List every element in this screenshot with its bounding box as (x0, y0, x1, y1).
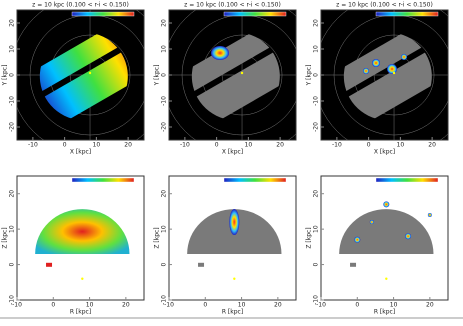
y-tick-label: 0 (161, 73, 168, 77)
x-tick-label: 0 (203, 302, 207, 309)
survey-patch (46, 263, 52, 267)
y-tick-label: 20 (313, 190, 320, 198)
x-tick-label: 10 (86, 302, 94, 309)
x-axis-label: R [kpc] (70, 309, 91, 316)
x-axis-label: X [kpc] (70, 149, 91, 156)
y-tick-label: -10 (9, 295, 16, 305)
y-tick-label: 10 (313, 45, 320, 53)
density-blob (372, 59, 380, 67)
sun (393, 72, 395, 74)
x-axis-label: X [kpc] (222, 149, 243, 156)
x-tick-label: 20 (124, 142, 132, 149)
y-tick-label: 20 (9, 19, 16, 27)
density-blob (401, 54, 407, 60)
y-tick-label: 0 (161, 262, 168, 266)
y-tick-label: -10 (9, 96, 16, 106)
x-tick-label: 20 (426, 302, 434, 309)
density-blob (354, 237, 360, 243)
y-tick-label: 20 (9, 190, 16, 198)
y-tick-label: -10 (313, 295, 320, 305)
density-blob (370, 220, 374, 224)
sun (81, 278, 83, 280)
sun (233, 278, 235, 280)
colorbar (224, 12, 286, 16)
y-tick-label: -20 (161, 122, 168, 132)
y-axis-label: Y [kpc] (306, 65, 313, 87)
density-blob (211, 46, 229, 60)
colorbar (224, 178, 286, 182)
x-tick-label: 0 (215, 142, 219, 149)
x-tick-label: 0 (355, 302, 359, 309)
density-blob (428, 213, 432, 217)
y-tick-label: 0 (9, 73, 16, 77)
y-tick-label: 0 (313, 73, 320, 77)
y-tick-label: -20 (9, 122, 16, 132)
y-tick-label: -20 (313, 122, 320, 132)
x-tick-label: 20 (428, 142, 436, 149)
survey-patch (198, 263, 204, 267)
density-blob (363, 68, 369, 74)
y-tick-label: -10 (161, 96, 168, 106)
panel-title: z = 10 kpc (0.100 < r-i < 0.150) (336, 2, 433, 9)
y-tick-label: 20 (161, 19, 168, 27)
y-axis-label: Z [kpc] (2, 227, 9, 248)
y-tick-label: 0 (9, 262, 16, 266)
sun (385, 278, 387, 280)
density-blob (387, 64, 397, 74)
x-tick-label: 0 (63, 142, 67, 149)
x-axis-label: R [kpc] (222, 309, 243, 316)
panel: z = 10 kpc (0.100 < r-i < 0.150) -10 0 10 20… (154, 0, 323, 156)
survey-patch (350, 263, 356, 267)
x-tick-label: 10 (245, 142, 253, 149)
x-axis-label: X [kpc] (374, 149, 395, 156)
density-blob (383, 201, 389, 207)
sun (89, 72, 91, 74)
x-tick-label: 10 (390, 302, 398, 309)
x-tick-label: 10 (397, 142, 405, 149)
x-tick-label: 10 (93, 142, 101, 149)
x-tick-label: -10 (28, 142, 38, 149)
colorbar (376, 12, 438, 16)
panel-title: z = 10 kpc (0.100 < r-i < 0.150) (184, 2, 281, 9)
panel: z = 10 kpc (0.100 < r-i < 0.150) -10 0 10 20… (306, 0, 463, 156)
density-blob (229, 209, 239, 235)
x-axis-label: R [kpc] (374, 309, 395, 316)
y-tick-label: -10 (313, 96, 320, 106)
panel-title: z = 10 kpc (0.100 < r-i < 0.150) (32, 2, 129, 9)
x-tick-label: 20 (276, 142, 284, 149)
y-tick-label: -10 (161, 295, 168, 305)
colorbar (72, 12, 134, 16)
y-tick-label: 10 (313, 225, 320, 233)
x-tick-label: 0 (367, 142, 371, 149)
x-tick-label: -10 (180, 142, 190, 149)
y-axis-label: Z [kpc] (306, 227, 313, 248)
x-tick-label: 20 (274, 302, 282, 309)
x-tick-label: 10 (238, 302, 246, 309)
y-tick-label: 10 (161, 225, 168, 233)
y-tick-label: 10 (161, 45, 168, 53)
y-tick-label: 20 (161, 190, 168, 198)
y-tick-label: 10 (9, 225, 16, 233)
x-tick-label: 0 (51, 302, 55, 309)
panel: z = 10 kpc (0.100 < r-i < 0.150) -10 0 10 20… (2, 0, 171, 156)
y-tick-label: 0 (313, 262, 320, 266)
colorbar (376, 178, 438, 182)
y-tick-label: 20 (313, 19, 320, 27)
y-axis-label: Z [kpc] (154, 227, 161, 248)
x-tick-label: 20 (122, 302, 130, 309)
x-tick-label: -10 (332, 142, 342, 149)
y-axis-label: Y [kpc] (2, 65, 9, 87)
colorbar (72, 178, 134, 182)
y-axis-label: Y [kpc] (154, 65, 161, 87)
sun (241, 72, 243, 74)
density-blob (405, 233, 411, 239)
y-tick-label: 10 (9, 45, 16, 53)
